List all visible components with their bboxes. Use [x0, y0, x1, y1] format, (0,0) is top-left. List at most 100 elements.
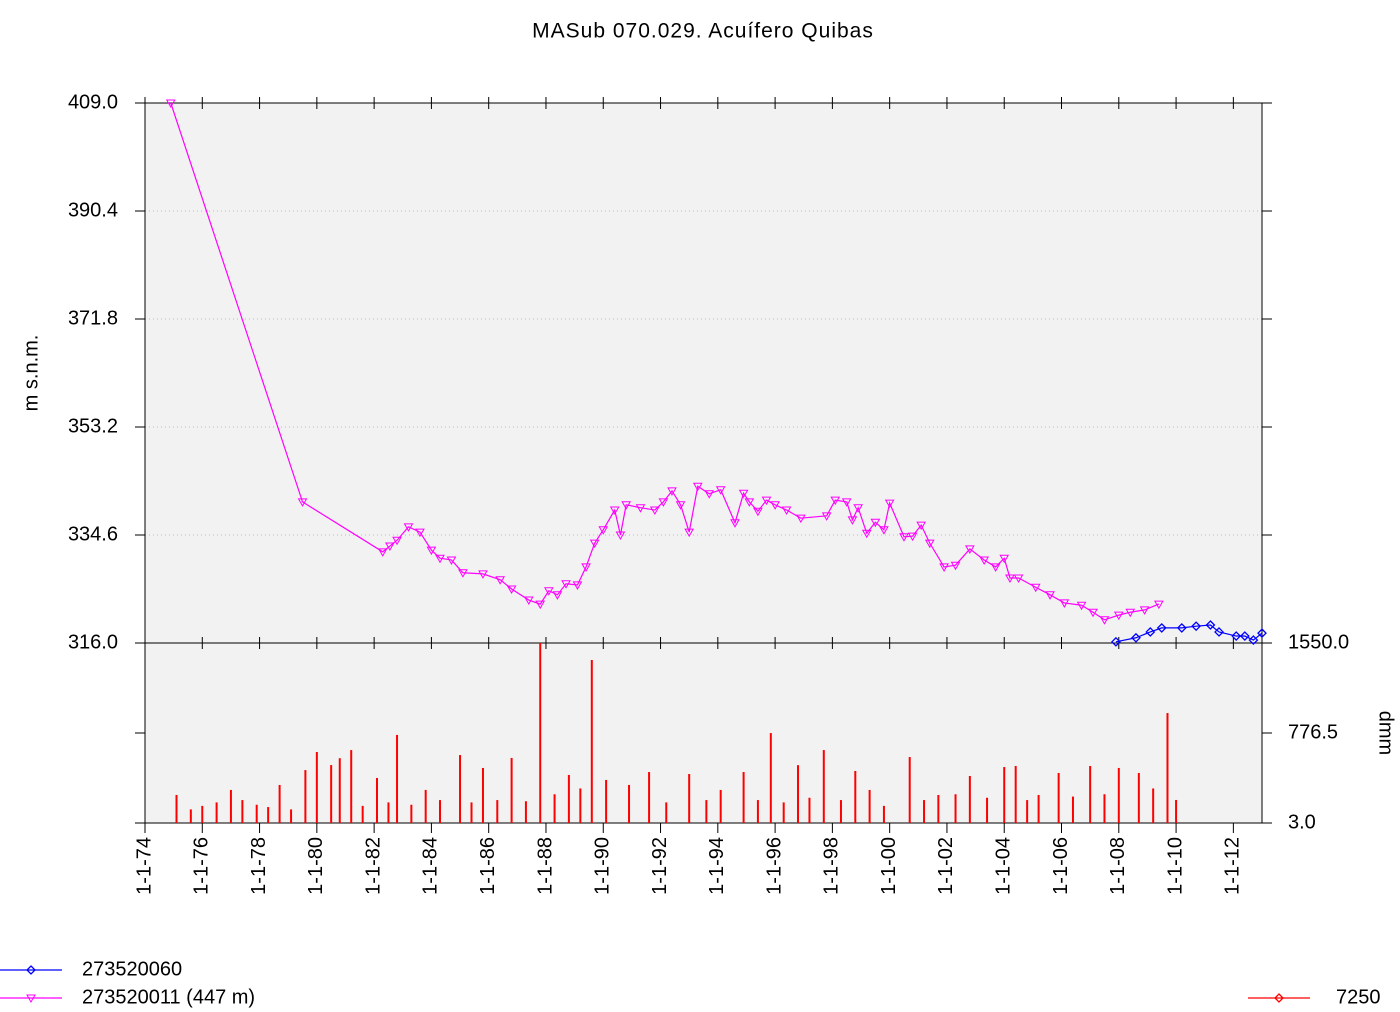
- data-point: [744, 498, 755, 507]
- bar: [628, 784, 631, 823]
- data-point: [1257, 628, 1267, 639]
- x-tick-label: 1-1-08: [1107, 837, 1129, 895]
- data-point: [999, 554, 1010, 564]
- data-point: [924, 539, 935, 549]
- data-point: [1248, 635, 1259, 646]
- data-point: [1005, 574, 1015, 583]
- data-point: [446, 556, 457, 565]
- data-point: [572, 581, 583, 590]
- bar: [839, 800, 842, 823]
- legend-marker: [26, 994, 36, 1004]
- bar: [954, 794, 957, 823]
- data-point: [589, 539, 600, 549]
- data-point: [635, 504, 646, 513]
- bar: [822, 750, 825, 823]
- bar: [756, 800, 759, 823]
- bar: [868, 789, 871, 823]
- bar: [215, 802, 218, 823]
- data-point: [847, 516, 858, 525]
- legend-marker: [26, 965, 36, 975]
- data-point: [1231, 631, 1242, 641]
- bar: [882, 805, 885, 823]
- bottom-panel: [145, 643, 1262, 823]
- bar: [290, 809, 293, 823]
- bar: [1117, 767, 1120, 823]
- bar: [1071, 796, 1074, 823]
- data-point: [692, 482, 703, 492]
- bar: [782, 802, 785, 823]
- y-tick-label: 409.0: [68, 91, 118, 113]
- data-point: [899, 533, 909, 542]
- data-point: [738, 489, 749, 499]
- bar: [567, 774, 570, 823]
- y2-tick-label: 776.5: [1288, 721, 1338, 743]
- x-tick-label: 1-1-80: [305, 837, 327, 895]
- bar: [808, 797, 811, 823]
- data-point: [704, 490, 715, 499]
- x-tick-label: 1-1-06: [1050, 837, 1072, 895]
- x-tick-label: 1-1-88: [534, 837, 556, 895]
- bar: [255, 804, 258, 823]
- data-point: [377, 548, 388, 557]
- data-point: [535, 600, 546, 610]
- data-point: [1191, 621, 1202, 632]
- data-point: [392, 536, 402, 546]
- y-tick-label: 353.2: [68, 415, 118, 437]
- bar: [1057, 772, 1060, 823]
- y-tick-label: 371.8: [68, 307, 118, 329]
- x-tick-label: 1-1-86: [477, 837, 499, 895]
- data-point: [543, 587, 554, 596]
- bar: [375, 777, 378, 823]
- bar: [1089, 765, 1092, 823]
- x-tick-label: 1-1-12: [1222, 837, 1244, 895]
- data-point: [495, 576, 506, 585]
- x-tick-label: 1-1-76: [191, 837, 213, 895]
- bar: [481, 767, 484, 823]
- bar: [648, 772, 651, 823]
- bar: [688, 774, 691, 823]
- data-point: [415, 528, 425, 538]
- bar: [968, 775, 971, 823]
- bar: [1003, 767, 1006, 823]
- x-tick-label: 1-1-00: [878, 837, 900, 895]
- bar: [387, 802, 390, 823]
- bar: [705, 800, 708, 823]
- data-point: [879, 526, 889, 535]
- data-point: [1030, 583, 1041, 593]
- bar: [361, 805, 364, 823]
- data-point: [684, 528, 695, 538]
- y-tick-label: 316.0: [68, 631, 118, 653]
- bar: [304, 770, 307, 823]
- y2-tick-label: 3.0: [1288, 811, 1316, 833]
- top-panel: [145, 103, 1262, 643]
- y-tick-label: 334.6: [68, 523, 118, 545]
- bar: [424, 789, 427, 823]
- bar: [605, 779, 608, 823]
- bar: [665, 802, 668, 823]
- data-point: [385, 542, 395, 552]
- data-point: [667, 487, 677, 496]
- data-point: [979, 556, 990, 565]
- bar: [496, 800, 499, 823]
- data-point: [165, 99, 176, 109]
- bar: [769, 733, 772, 823]
- data-point: [1131, 632, 1141, 643]
- data-point: [1113, 611, 1124, 621]
- bar: [201, 805, 204, 823]
- bar: [719, 789, 722, 823]
- bar: [330, 765, 333, 823]
- bottom-frame: [144, 642, 1263, 824]
- bar: [229, 789, 232, 823]
- data-point: [1214, 627, 1224, 637]
- bar: [410, 804, 413, 823]
- x-tick-label: 1-1-82: [362, 837, 384, 895]
- bar: [1166, 713, 1169, 823]
- legend-label: 273520060: [82, 958, 182, 980]
- data-point: [1059, 599, 1070, 608]
- x-tick-label: 1-1-84: [420, 837, 442, 895]
- data-point: [1139, 606, 1150, 615]
- bar: [1014, 765, 1017, 823]
- data-point: [990, 563, 1001, 572]
- bar: [241, 800, 244, 823]
